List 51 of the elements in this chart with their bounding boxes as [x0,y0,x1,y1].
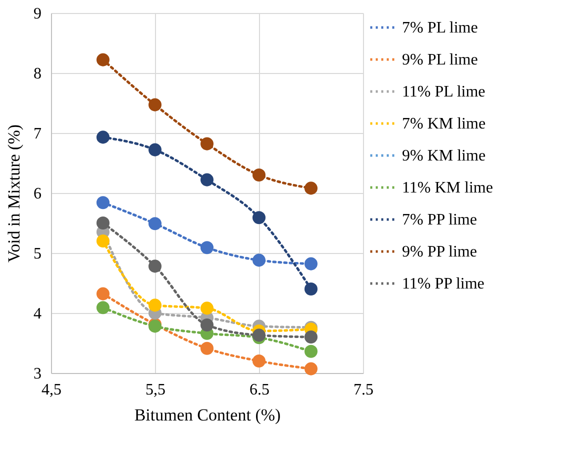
point [304,282,318,296]
legend-label: 9% KM lime [402,148,486,164]
y-tick-label: 8 [34,66,42,82]
point [304,362,318,376]
x-tick-label: 4,5 [42,382,62,398]
y-axis-title: Void in Mixture (%) [4,124,24,263]
point [200,137,214,150]
point [96,287,110,300]
point [148,260,162,273]
point [200,342,214,355]
point [96,53,110,66]
legend-label: 11% PL lime [402,84,486,100]
x-tick-label: 5,5 [146,382,166,398]
point [252,354,266,368]
point [148,143,162,156]
point [96,301,110,314]
x-tick-label: 7.5 [354,382,374,398]
point [96,196,110,210]
legend-label: 11% PP lime [402,276,484,292]
legend-label: 9% PP lime [402,244,477,260]
point [304,330,318,344]
point [96,216,110,230]
point [304,344,318,358]
y-tick-label: 7 [34,126,42,142]
point [304,182,318,195]
legend-label: 7% KM lime [402,116,486,132]
legend-label: 7% PL lime [402,20,478,36]
point [252,254,266,267]
x-tick-label: 6.5 [250,382,270,398]
y-tick-label: 9 [34,6,42,22]
y-tick-label: 4 [34,306,42,322]
point [252,328,266,342]
x-axis-title: Bitumen Content (%) [134,406,281,424]
legend-label: 9% PL lime [402,52,478,68]
y-tick-label: 5 [34,246,42,262]
legend-label: 11% KM lime [402,180,493,196]
point [304,257,318,270]
point [96,130,110,144]
point [200,173,214,186]
y-tick-label: 6 [34,186,42,202]
point [200,302,214,315]
point [148,217,162,230]
legend-label: 7% PP lime [402,212,477,228]
point [148,298,162,312]
point [200,241,214,254]
point [252,168,266,182]
point [148,98,162,112]
point [252,211,266,224]
point [200,318,214,332]
y-tick-label: 3 [34,366,42,382]
point [96,234,110,248]
